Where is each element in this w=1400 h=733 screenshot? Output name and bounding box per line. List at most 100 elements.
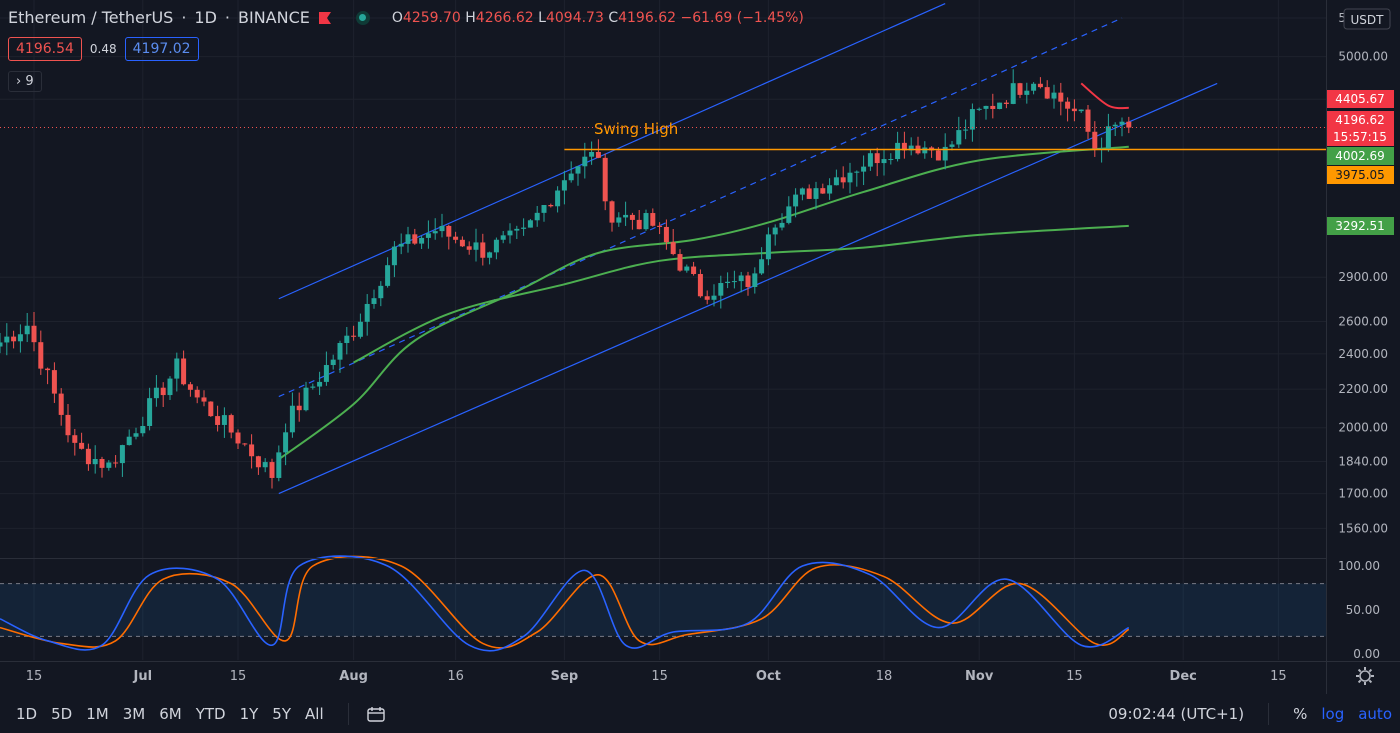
channel-upper-line[interactable] [278, 2, 946, 300]
candle [1126, 116, 1132, 134]
candle [786, 196, 792, 225]
auto-toggle[interactable]: auto [1358, 704, 1392, 723]
candle [691, 261, 697, 276]
range-button-all[interactable]: All [305, 704, 324, 723]
time-tick-label: Nov [965, 669, 994, 684]
gear-icon[interactable] [1356, 667, 1374, 685]
indicators-count: 9 [25, 74, 34, 89]
candle [31, 311, 37, 352]
candle [1105, 113, 1111, 152]
percent-toggle[interactable]: % [1293, 704, 1308, 723]
range-button-1m[interactable]: 1M [86, 704, 109, 723]
candle [1003, 100, 1009, 109]
candle [888, 153, 894, 165]
candle [1010, 69, 1016, 105]
price-chart[interactable]: Swing High 1560.00 1700.00 1840.00 2000.00 2… [0, 0, 1400, 694]
candle [725, 272, 731, 289]
candle [419, 235, 425, 249]
candle [1037, 77, 1043, 89]
price-tick-label: 1560.00 [1338, 521, 1388, 535]
symbol-name[interactable]: Ethereum / TetherUS [8, 8, 174, 27]
candle [514, 225, 520, 240]
price-badge-label: 3292.51 [1335, 219, 1385, 233]
candle [881, 149, 887, 176]
candle [174, 352, 180, 392]
candle [589, 141, 595, 165]
range-button-5y[interactable]: 5Y [272, 704, 292, 723]
price-badge-label: 4405.67 [1335, 92, 1385, 106]
channel-mid-line[interactable] [278, 17, 1123, 398]
candle [840, 166, 846, 189]
candle [969, 103, 975, 142]
candle [480, 233, 486, 266]
candle [45, 367, 51, 385]
price-badge-label: 15:57:15 [1333, 130, 1387, 144]
indicators-toggle[interactable]: › 9 [8, 71, 42, 92]
range-button-ytd[interactable]: YTD [195, 704, 226, 723]
sell-button[interactable]: 4196.54 [8, 37, 82, 61]
eye-icon[interactable] [355, 10, 370, 25]
time-tick-label: Aug [339, 669, 368, 684]
oscillator-axis[interactable]: 100.00 50.00 0.00 [1338, 559, 1380, 661]
candle [487, 251, 493, 265]
candle [793, 188, 799, 218]
candle [262, 458, 268, 473]
candle [813, 181, 819, 210]
candle [1071, 99, 1077, 122]
ma-fast-line [278, 145, 1129, 461]
candle [65, 403, 71, 443]
candle [629, 212, 635, 230]
candle [806, 184, 812, 199]
candle [942, 133, 948, 170]
time-axis[interactable]: 15 Jul 15 Aug 16 Sep 15 Oct 18 Nov 15 Dec 15 [26, 669, 1287, 684]
candle [432, 218, 438, 240]
candle [983, 105, 989, 120]
candle [126, 429, 132, 446]
candle [1112, 122, 1118, 137]
range-button-1d[interactable]: 1D [16, 704, 38, 723]
divider [347, 702, 349, 725]
range-button-3m[interactable]: 3M [122, 704, 146, 723]
price-badge: 3292.51 [1327, 217, 1394, 235]
candle [616, 212, 622, 227]
clock-label[interactable]: 09:02:44 (UTC+1) [1108, 704, 1245, 723]
swing-high[interactable]: Swing High [0, 120, 1326, 151]
candle [1051, 84, 1057, 109]
candle [731, 270, 737, 289]
candle [412, 228, 418, 245]
interval-label[interactable]: 1D [194, 8, 217, 27]
candle [895, 131, 901, 162]
candle [854, 170, 860, 187]
range-button-5d[interactable]: 5D [51, 704, 73, 723]
candle [901, 131, 907, 159]
candle [106, 460, 112, 471]
spread-value: 0.48 [89, 42, 117, 56]
candle [799, 187, 805, 201]
candle [140, 416, 146, 437]
candle [357, 313, 363, 339]
log-toggle[interactable]: log [1321, 704, 1345, 723]
buy-button[interactable]: 4197.02 [124, 37, 199, 61]
candle [201, 390, 207, 407]
flag-icon[interactable] [318, 11, 332, 24]
range-button-1y[interactable]: 1Y [239, 704, 259, 723]
candle [820, 183, 826, 194]
range-button-6m[interactable]: 6M [159, 704, 182, 723]
candle [0, 332, 3, 354]
price-tick-label: 2200.00 [1338, 382, 1388, 396]
candle [255, 455, 261, 475]
calendar-icon[interactable] [366, 706, 385, 722]
candle [391, 241, 397, 278]
candle [697, 269, 703, 298]
divider [1268, 702, 1270, 725]
candle [636, 210, 642, 230]
exchange-label[interactable]: BINANCE [238, 8, 310, 27]
candle [17, 324, 23, 353]
currency-badge[interactable] [1343, 8, 1391, 30]
ohlc-values: O4259.70 H4266.62 L4094.73 C4196.62 −61.… [391, 9, 804, 26]
ma-long-line [353, 224, 1129, 364]
candle [1092, 121, 1098, 157]
candle [623, 201, 629, 226]
price-badge: 3975.05 [1327, 166, 1394, 184]
candle [317, 371, 323, 395]
